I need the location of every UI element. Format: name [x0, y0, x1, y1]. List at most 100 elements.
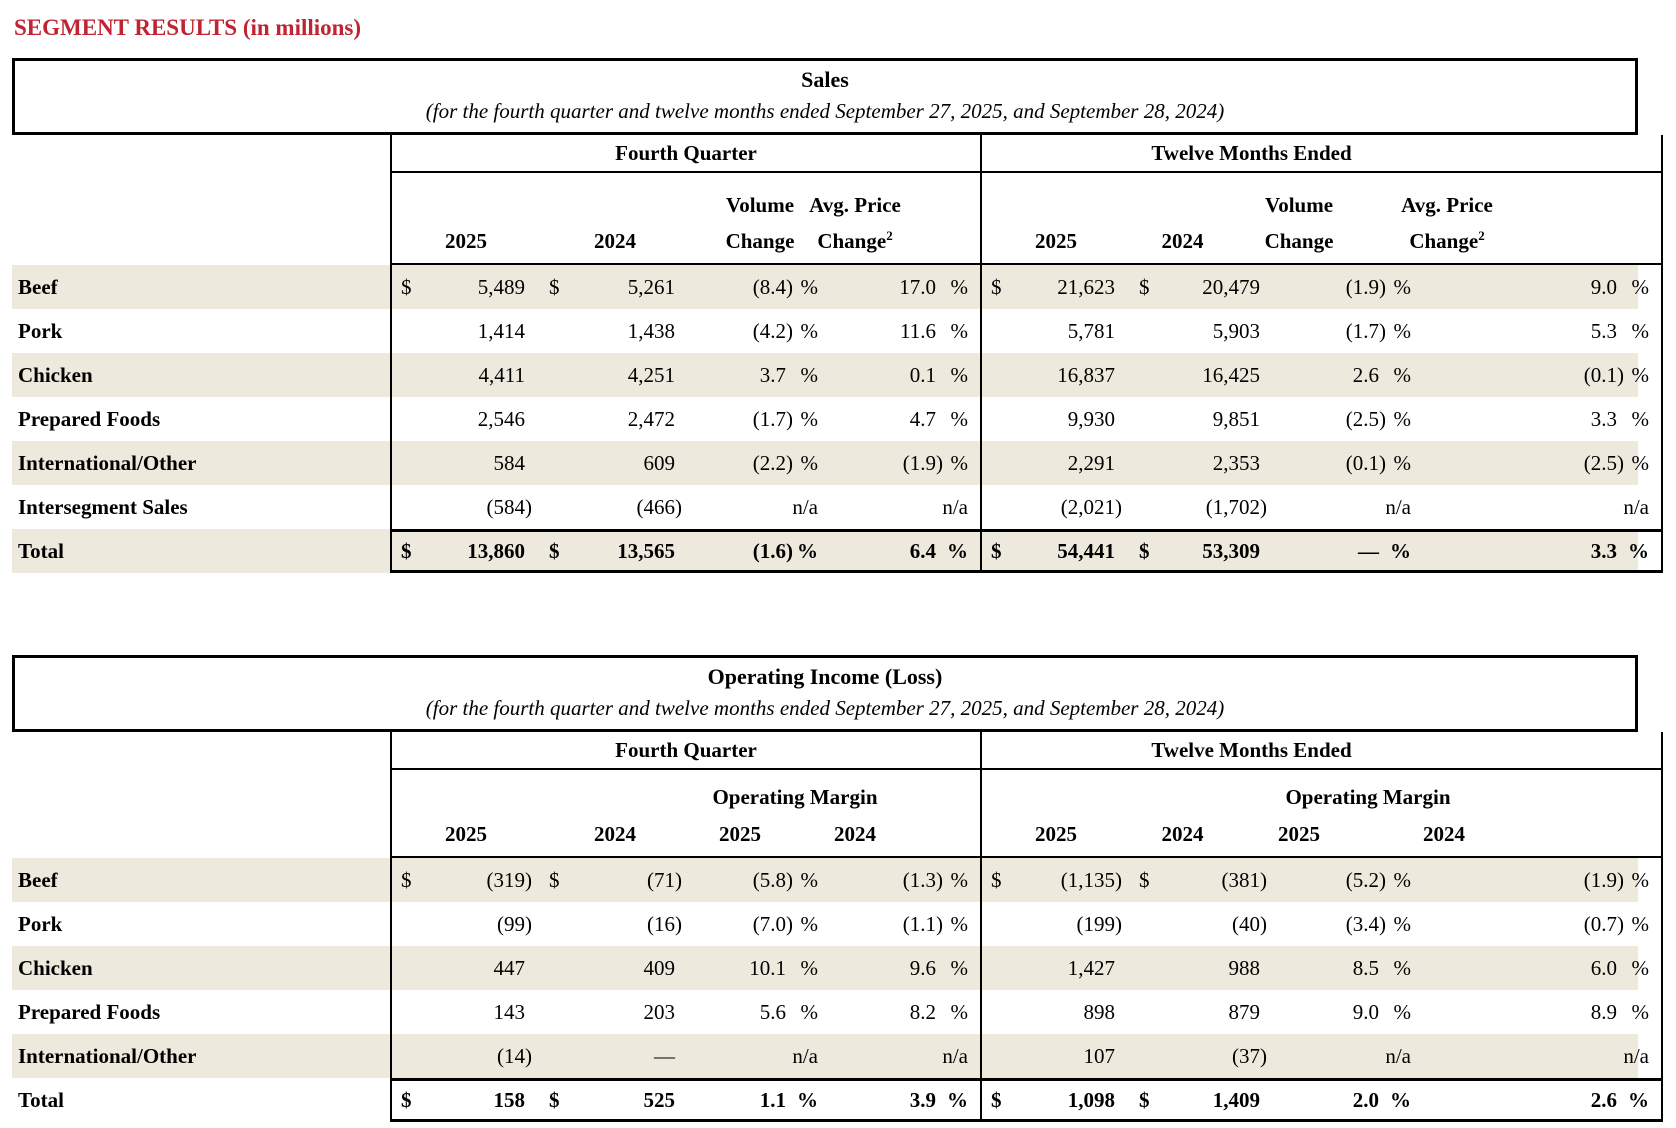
money-cell: $ (1,135) — [980, 858, 1130, 902]
cell-value: (8.4 — [752, 274, 786, 299]
cell-value: (40 — [1232, 911, 1260, 936]
percent-sign: % — [950, 911, 969, 936]
cell-value: 609 — [643, 450, 676, 475]
currency-symbol: $ — [1139, 1087, 1150, 1112]
cell-value: 1,409 — [1212, 1087, 1260, 1112]
currency-symbol: $ — [1139, 867, 1150, 892]
percent-sign: % — [1393, 999, 1412, 1024]
close-paren: ) — [1617, 362, 1624, 387]
operating-margin-label: Operating Margin — [712, 785, 878, 809]
percent-cell: (1.7)% — [690, 397, 830, 441]
cell-value: 5.6 — [759, 999, 786, 1024]
percent-cell: n/a — [690, 1034, 830, 1078]
percent-sign: % — [950, 867, 969, 892]
column-header-text: Change — [1409, 229, 1479, 253]
cell-value: (1.7 — [752, 406, 786, 431]
cell-value: 2,291 — [1067, 450, 1115, 475]
segment-row: Prepared Foods 143 203 5.6% 8.2% 898 879 9.0% 8.… — [12, 990, 1663, 1034]
percent-cell: n/a — [830, 485, 980, 529]
cell-value: 8.5 — [1352, 955, 1379, 980]
currency-symbol: $ — [991, 274, 1002, 299]
percent-cell: 3.7% — [690, 353, 830, 397]
percent-cell: n/a — [1275, 1034, 1423, 1078]
percent-sign: % — [950, 318, 969, 343]
percent-cell: (1.1)% — [830, 902, 980, 946]
currency-symbol: $ — [401, 1087, 412, 1112]
sales-q4-2025-header: 2025 — [390, 173, 540, 265]
segment-row: International/Other (14) — n/a n/a 107 (37) n/a… — [12, 1034, 1663, 1078]
money-cell: 609 — [540, 441, 690, 485]
cell-value: (199 — [1076, 911, 1116, 936]
money-cell: 2,472 — [540, 397, 690, 441]
percent-sign: n/a — [1385, 1043, 1411, 1068]
close-paren: ) — [675, 494, 682, 519]
close-paren: ) — [1115, 911, 1122, 936]
percent-cell: (4.2)% — [690, 309, 830, 353]
sales-table: Sales (for the fourth quarter and twelve… — [12, 58, 1663, 573]
sales-tm-avg-price-change-header: Avg. Price Change2 — [1401, 173, 1663, 265]
close-paren: ) — [1379, 406, 1386, 431]
spacer — [12, 173, 390, 265]
operating-margin-label: Operating Margin — [1285, 785, 1451, 809]
column-header-text: Change — [817, 229, 887, 253]
cell-value: 9.6 — [909, 955, 936, 980]
currency-symbol: $ — [1139, 538, 1150, 563]
percent-sign: % — [800, 955, 819, 980]
money-cell: 9,930 — [980, 397, 1130, 441]
cell-value: 409 — [643, 955, 676, 980]
sales-group-header-row: Fourth Quarter Twelve Months Ended — [12, 135, 1663, 173]
close-paren: ) — [786, 406, 793, 431]
percent-cell: (7.0)% — [690, 902, 830, 946]
percent-sign: % — [1628, 1087, 1649, 1112]
operating-table-header-box: Operating Income (Loss) (for the fourth … — [12, 655, 1638, 732]
cell-value: 9,851 — [1212, 406, 1260, 431]
operating-tm-margin-header: Operating Margin 2025 2024 — [1275, 770, 1663, 858]
percent-sign: % — [950, 450, 969, 475]
cell-value: 1,438 — [627, 318, 675, 343]
spacer — [12, 770, 390, 858]
cell-value: 6.0 — [1590, 955, 1617, 980]
currency-symbol: $ — [991, 867, 1002, 892]
sales-tm-2024-header: 2024 — [1130, 173, 1275, 265]
row-label: Total — [18, 538, 64, 563]
percent-cell: 3.3% — [1423, 529, 1663, 573]
percent-sign: % — [797, 538, 818, 563]
close-paren: ) — [786, 450, 793, 475]
percent-sign: n/a — [942, 494, 968, 519]
percent-sign: % — [1631, 911, 1650, 936]
total-row: Total $13,860 $13,565 (1.6)% 6.4% $54,441 $53,… — [12, 529, 1663, 573]
currency-symbol: $ — [991, 1087, 1002, 1112]
currency-symbol: $ — [549, 538, 560, 563]
operating-group-twelve-months: Twelve Months Ended — [980, 732, 1663, 770]
row-label: Chicken — [18, 362, 93, 387]
cell-value: (1,135 — [1060, 867, 1115, 892]
column-header-year: 2025 — [445, 229, 487, 253]
cell-value: 4,251 — [627, 362, 675, 387]
money-cell: 4,251 — [540, 353, 690, 397]
money-cell: $1,409 — [1130, 1078, 1275, 1122]
percent-cell: (5.8)% — [690, 858, 830, 902]
cell-value: 898 — [1083, 999, 1116, 1024]
percent-sign: % — [1393, 450, 1412, 475]
percent-cell: n/a — [690, 485, 830, 529]
cell-value: 5,261 — [627, 274, 675, 299]
cell-value: 54,441 — [1057, 538, 1115, 563]
operating-q4-2025-header: 2025 — [390, 770, 540, 858]
money-cell: 2,291 — [980, 441, 1130, 485]
operating-table-body: Beef $ (319) $ (71) (5.8)% (1.3)% $ (1,135) $ (381… — [12, 858, 1663, 1122]
money-cell: 1,427 — [980, 946, 1130, 990]
cell-value: 2.6 — [1590, 1087, 1617, 1112]
currency-symbol: $ — [549, 1087, 560, 1112]
percent-cell: (0.1)% — [1275, 441, 1423, 485]
row-label: Chicken — [18, 955, 93, 980]
column-header-year: 2024 — [594, 822, 636, 846]
cell-value: 5,781 — [1067, 318, 1115, 343]
percent-cell: 1.1% — [690, 1078, 830, 1122]
column-header-line: Change2 — [817, 224, 892, 258]
percent-sign: % — [950, 406, 969, 431]
column-header-line: Change — [725, 229, 795, 253]
cell-value: 988 — [1228, 955, 1261, 980]
percent-cell: (2.2)% — [690, 441, 830, 485]
percent-cell: 0.1% — [830, 353, 980, 397]
sales-column-header-row: 2025 2024 Volume Change Avg. Price Chang… — [12, 173, 1663, 265]
